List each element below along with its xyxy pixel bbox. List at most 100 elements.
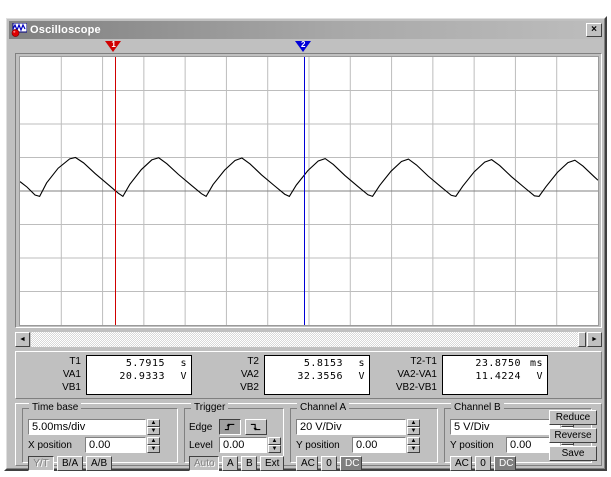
scope-screen[interactable] — [19, 56, 599, 326]
readout-label: VA2-VA1 — [397, 369, 437, 380]
channel-b-y-position-input[interactable]: 0.00 — [506, 437, 560, 453]
edge-label: Edge — [189, 421, 213, 433]
channel-a-y-position-stepper[interactable]: ▲ ▼ — [407, 437, 420, 453]
level-label: Level — [189, 439, 213, 451]
stepper-down-icon[interactable]: ▼ — [407, 427, 420, 435]
cursor-handle-1[interactable]: 1 — [105, 40, 122, 53]
readout-row: 32.3556 V — [269, 370, 365, 383]
stepper-down-icon[interactable]: ▼ — [268, 445, 281, 453]
channel-a-y-position-input[interactable]: 0.00 — [352, 437, 406, 453]
side-button-reduce[interactable]: Reduce — [549, 410, 597, 425]
title-bar[interactable]: Oscilloscope × — [9, 21, 604, 39]
channel-b-coupling-dc[interactable]: DC — [494, 456, 516, 471]
timebase-group: Time base 5.00ms/div ▲ ▼ X position 0.00… — [22, 402, 178, 471]
close-icon[interactable]: × — [586, 23, 602, 37]
stepper-down-icon[interactable]: ▼ — [407, 445, 420, 453]
readout-label: VB2 — [240, 382, 259, 393]
channel-a-group: Channel A 20 V/Div ▲ ▼ Y position 0.00 ▲… — [290, 402, 438, 471]
trigger-level-input[interactable]: 0.00 — [219, 437, 267, 453]
x-position-stepper[interactable]: ▲ ▼ — [147, 437, 160, 453]
trigger-source-ext[interactable]: Ext — [260, 456, 284, 471]
readout-unit: V — [358, 371, 365, 382]
cursor-line-1[interactable] — [114, 57, 116, 325]
channel-a-coupling-ac[interactable]: AC — [296, 456, 318, 471]
window-title: Oscilloscope — [30, 24, 101, 36]
readout-labels: T2 VA2 VB2 — [216, 355, 264, 394]
readout-value-box: 5.8153 s 32.3556 V — [264, 355, 370, 395]
scroll-right-icon[interactable]: ► — [587, 332, 602, 347]
scrollbar-thumb[interactable] — [578, 332, 586, 347]
cursor-triangle-icon — [294, 41, 311, 52]
stepper-up-icon[interactable]: ▲ — [407, 437, 420, 445]
trigger-source-b[interactable]: B — [241, 456, 257, 471]
readout-value: 32.3556 — [297, 371, 343, 382]
readout-label: VB1 — [62, 382, 81, 393]
readout-value-box: 23.8750 ms 11.4224 V — [442, 355, 548, 395]
readout-row: 5.7915 s — [91, 357, 187, 370]
stepper-down-icon[interactable]: ▼ — [147, 445, 160, 453]
timebase-mode-b-a[interactable]: B/A — [57, 456, 83, 471]
stepper-down-icon[interactable]: ▼ — [147, 427, 160, 435]
readout-unit: ms — [529, 358, 543, 369]
stepper-up-icon[interactable]: ▲ — [147, 419, 160, 427]
cursor-line-2[interactable] — [303, 57, 305, 325]
channel-b-title: Channel B — [451, 402, 504, 413]
x-position-input[interactable]: 0.00 — [85, 437, 146, 453]
timebase-title: Time base — [29, 402, 82, 413]
readout-value: 11.4224 — [475, 371, 521, 382]
stepper-up-icon[interactable]: ▲ — [407, 419, 420, 427]
readout-unit: s — [358, 358, 365, 369]
readout-row: 23.8750 ms — [447, 357, 543, 370]
channel-a-scale-stepper[interactable]: ▲ ▼ — [407, 419, 420, 435]
trigger-group: Trigger Edge Level 0.00 ▲ ▼ Auto A B Ext — [184, 402, 284, 471]
timebase-mode-a-b[interactable]: A/B — [86, 456, 112, 471]
readout-unit: s — [180, 358, 187, 369]
trigger-source-a[interactable]: A — [222, 456, 238, 471]
stepper-up-icon[interactable]: ▲ — [147, 437, 160, 445]
falling-edge-icon[interactable] — [245, 419, 267, 435]
scope-grid — [20, 57, 598, 325]
readout-row: 11.4224 V — [447, 370, 543, 383]
readout-value: 20.9333 — [119, 371, 165, 382]
readout-label: VA2 — [240, 369, 259, 380]
trigger-title: Trigger — [191, 402, 229, 413]
readout-value: 5.8153 — [303, 358, 343, 369]
channel-b-y-position-label: Y position — [450, 439, 494, 451]
channel-b-coupling-ac[interactable]: AC — [450, 456, 472, 471]
channel-b-coupling-0[interactable]: 0 — [475, 456, 491, 471]
channel-a-scale-input[interactable]: 20 V/Div — [296, 419, 406, 435]
readout-cursor-delta: T2-T1 VA2-VA1 VB2-VB1 23.8750 ms 11.4224 V — [394, 355, 548, 397]
channel-a-y-position-label: Y position — [296, 439, 340, 451]
channel-b-scale-input[interactable]: 5 V/Div — [450, 419, 560, 435]
readout-unit: V — [536, 371, 543, 382]
trigger-source-auto[interactable]: Auto — [189, 456, 219, 471]
channel-a-coupling-0[interactable]: 0 — [321, 456, 337, 471]
side-button-reverse[interactable]: Reverse — [549, 428, 597, 443]
timebase-mode-buttons: Y/T B/A A/B — [28, 456, 112, 471]
channel-b-coupling-buttons: AC 0 DC — [450, 456, 516, 471]
trigger-level-stepper[interactable]: ▲ ▼ — [268, 437, 281, 453]
stepper-up-icon[interactable]: ▲ — [268, 437, 281, 445]
scroll-left-icon[interactable]: ◄ — [15, 332, 30, 347]
side-button-save[interactable]: Save — [549, 446, 597, 461]
measurement-readout-panel: T1 VA1 VB1 5.7915 s 20.9333 V T2 VA2 VB2 5.8153 s 32… — [15, 351, 602, 399]
readout-row: 20.9333 V — [91, 370, 187, 383]
readout-row: 5.8153 s — [269, 357, 365, 370]
rising-edge-icon[interactable] — [219, 419, 241, 435]
readout-value: 23.8750 — [475, 358, 521, 369]
channel-a-coupling-dc[interactable]: DC — [340, 456, 362, 471]
cursor-lines — [20, 57, 598, 325]
readout-label: T1 — [69, 356, 81, 367]
timebase-scale-input[interactable]: 5.00ms/div — [28, 419, 146, 435]
cursor-handle-2[interactable]: 2 — [294, 40, 312, 53]
oscilloscope-icon — [11, 22, 28, 37]
trigger-source-buttons: Auto A B Ext — [189, 456, 284, 471]
horizontal-scrollbar[interactable]: ◄ ► — [15, 332, 602, 347]
channel-a-coupling-buttons: AC 0 DC — [296, 456, 362, 471]
cursor-triangle-icon — [105, 41, 122, 52]
readout-labels: T1 VA1 VB1 — [38, 355, 86, 394]
scrollbar-track[interactable] — [31, 332, 586, 347]
timebase-mode-y-t[interactable]: Y/T — [28, 456, 54, 471]
timebase-scale-stepper[interactable]: ▲ ▼ — [147, 419, 160, 435]
